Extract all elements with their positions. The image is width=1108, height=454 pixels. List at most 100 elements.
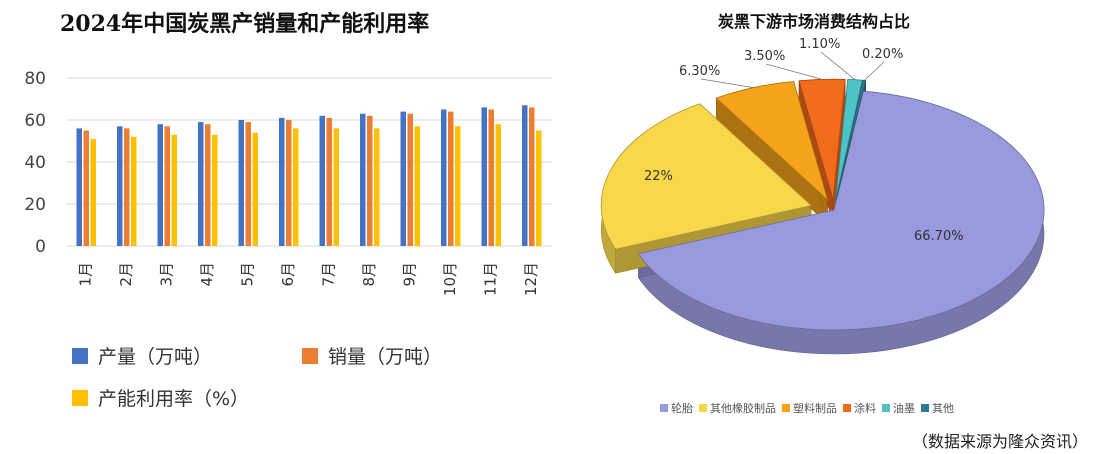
pie-data-label: 66.70%: [914, 229, 964, 244]
pie-slice: [600, 103, 813, 250]
pie-chart: 66.70% 22% 6.30% 3.50% 1.10% 0.20%: [600, 37, 1045, 355]
bar-chart: 0 20 40 60 80 1月 2月 3月 4月 5月 6月 7月 8月 9月 10月 11月 12月: [24, 69, 552, 296]
bar: [441, 109, 447, 246]
bar: [481, 107, 487, 247]
bar: [333, 128, 339, 246]
x-tick-label: 6月: [279, 262, 297, 287]
bar: [164, 126, 170, 246]
pie-data-label: 6.30%: [679, 64, 720, 79]
legend-item-production: 产量（万吨）: [72, 342, 212, 369]
bar-chart-title: 2024年中国炭黑产销量和产能利用率: [60, 11, 430, 37]
x-tick-label: 11月: [481, 262, 499, 296]
x-tick-label: 5月: [238, 262, 256, 287]
bar-chart-panel: 2024年中国炭黑产销量和产能利用率 0 20 40 60 80 1月 2月 3月 4月 5月 6月…: [24, 11, 552, 411]
pie-leader-line: [765, 63, 823, 80]
bar: [245, 122, 251, 246]
data-source-note: （数据来源为隆众资讯）: [911, 432, 1088, 451]
legend-label-production: 产量（万吨）: [98, 346, 213, 368]
bar: [319, 115, 325, 246]
bar: [83, 130, 89, 246]
x-tick-label: 9月: [400, 262, 418, 287]
legend-swatch-sales: [302, 347, 318, 364]
legend-label-plastic: 塑料制品: [793, 402, 837, 415]
y-tick-label: 40: [24, 153, 46, 173]
x-tick-label: 7月: [319, 262, 337, 287]
y-tick-label: 60: [24, 111, 46, 131]
x-tick-label: 3月: [157, 262, 175, 287]
x-tick-label: 12月: [522, 262, 540, 296]
legend-item-plastic: 塑料制品: [782, 400, 837, 416]
legend-label-ink: 油墨: [893, 402, 915, 415]
bar: [407, 113, 413, 246]
bar: [117, 126, 123, 246]
bar: [360, 113, 366, 246]
bar: [448, 111, 454, 246]
legend-item-other: 其他: [921, 400, 954, 416]
legend-swatch-tire: [660, 404, 668, 412]
bar: [124, 128, 130, 246]
pie-leader-line: [700, 78, 754, 89]
legend-label-rubber: 其他橡胶制品: [710, 402, 776, 415]
x-tick-label: 1月: [76, 262, 94, 287]
bar: [455, 126, 461, 246]
bar: [171, 134, 177, 246]
bar: [414, 126, 420, 246]
x-tick-label: 2月: [117, 262, 135, 287]
bar: [536, 130, 542, 246]
bar: [488, 109, 494, 246]
legend-item-utilization: 产能利用率（%）: [72, 384, 249, 411]
bar: [157, 124, 163, 246]
bar: [205, 124, 211, 246]
legend-item-ink: 油墨: [882, 400, 915, 416]
legend-label-coating: 涂料: [854, 402, 876, 415]
pie-slice: [715, 81, 829, 202]
bar: [326, 117, 332, 247]
bar: [495, 124, 501, 246]
pie-leader-line: [864, 61, 885, 81]
x-tick-label: 10月: [441, 262, 459, 296]
legend-item-rubber: 其他橡胶制品: [699, 400, 776, 416]
bar: [252, 132, 258, 246]
legend-label-sales: 销量（万吨）: [328, 346, 443, 368]
bar: [367, 115, 373, 246]
pie-data-label: 0.20%: [862, 47, 903, 62]
legend-swatch-rubber: [699, 404, 707, 412]
legend-label-tire: 轮胎: [671, 402, 693, 415]
legend-item-tire: 轮胎: [660, 400, 693, 416]
pie-data-label: 22%: [644, 169, 673, 184]
pie-leader-line: [820, 51, 856, 81]
pie-chart-panel: 炭黑下游市场消费结构占比 66.70% 22% 6.30% 3.50% 1.10% 0.2…: [590, 0, 1108, 454]
pie-chart-legend: 轮胎 其他橡胶制品 塑料制品 涂料 油墨 其他: [660, 400, 954, 416]
legend-swatch-plastic: [782, 404, 790, 412]
y-tick-label: 80: [24, 69, 46, 89]
bar: [374, 128, 380, 246]
bar: [293, 128, 299, 246]
pie-data-label: 1.10%: [799, 37, 840, 52]
bar: [198, 122, 204, 246]
bar: [212, 134, 218, 246]
legend-swatch-other: [921, 404, 929, 412]
x-tick-label: 4月: [198, 262, 216, 287]
legend-item-sales: 销量（万吨）: [302, 342, 442, 369]
legend-label-utilization: 产能利用率（%）: [98, 388, 250, 410]
bar: [529, 107, 535, 247]
pie-slice: [798, 78, 846, 200]
legend-swatch-production: [72, 347, 88, 364]
legend-item-coating: 涂料: [843, 400, 876, 416]
bar: [238, 120, 244, 246]
y-tick-label: 20: [24, 195, 46, 215]
bar: [76, 128, 82, 246]
bar: [90, 138, 96, 246]
legend-swatch-utilization: [72, 389, 88, 406]
pie-chart-title: 炭黑下游市场消费结构占比: [718, 12, 911, 31]
pie-slice: [637, 90, 1045, 331]
pie-data-label: 3.50%: [744, 49, 785, 64]
x-tick-label: 8月: [360, 262, 378, 287]
bar: [131, 136, 137, 246]
pie-slice: [835, 79, 863, 200]
legend-swatch-ink: [882, 404, 890, 412]
bar: [522, 105, 528, 246]
legend-label-other: 其他: [932, 402, 954, 415]
bar: [279, 117, 285, 247]
pie-slice: [836, 79, 867, 200]
